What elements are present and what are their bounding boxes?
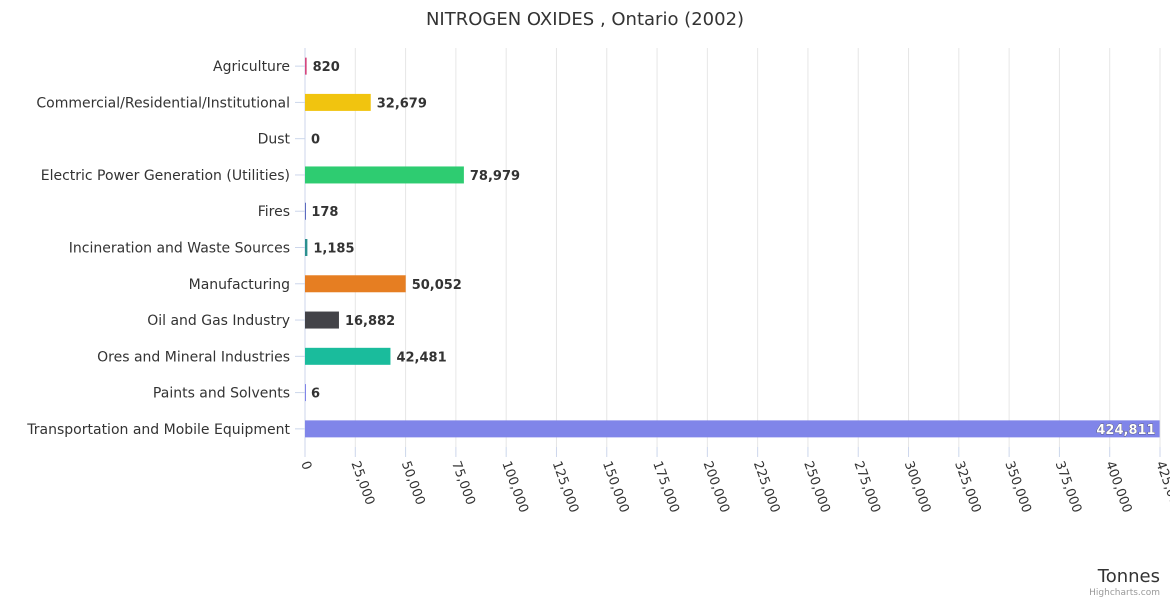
data-label: 820 [313,60,340,75]
category-label: Incineration and Waste Sources [69,241,290,257]
data-label: 6 [311,387,320,402]
bar [305,347,391,365]
data-label: 50,052 [412,278,462,293]
x-tick-label: 400,000 [1102,459,1134,515]
data-label: 178 [311,205,338,220]
bar [305,93,371,111]
bar [305,311,339,329]
x-tick-label: 100,000 [498,459,530,515]
x-tick-label: 375,000 [1052,459,1084,515]
x-tick-label: 275,000 [850,459,882,515]
data-label: 78,979 [470,169,520,184]
x-axis-title: Tonnes [1097,566,1160,587]
category-label: Oil and Gas Industry [147,313,290,329]
data-label: 0 [311,133,320,148]
category-label: Commercial/Residential/Institutional [36,95,290,111]
category-label: Manufacturing [189,277,290,293]
x-tick-label: 125,000 [549,459,581,515]
x-tick-label: 150,000 [599,459,631,515]
data-label: 424,811 [1096,423,1155,438]
x-tick-label: 50,000 [398,459,428,507]
category-label: Paints and Solvents [153,386,290,402]
x-tick-label: 75,000 [448,459,478,507]
data-label: 32,679 [377,96,427,111]
x-tick-label: 175,000 [649,459,681,515]
data-label: 42,481 [396,350,446,365]
bar [305,202,306,220]
credits-link[interactable]: Highcharts.com [1089,588,1160,598]
category-label: Agriculture [213,59,290,75]
x-tick-label: 325,000 [951,459,983,515]
x-tick-label: 225,000 [750,459,782,515]
bar [305,275,406,293]
chart-title: NITROGEN OXIDES , Ontario (2002) [426,9,744,30]
data-label: 1,185 [313,242,354,257]
data-label: 16,882 [345,314,395,329]
x-tick-label: 25,000 [348,459,378,507]
bar [305,239,308,256]
bar [305,420,1160,438]
category-label: Dust [258,132,291,148]
x-tick-label: 300,000 [901,459,933,515]
x-tick-label: 0 [297,459,314,472]
category-label: Fires [258,204,290,220]
bar [305,57,307,75]
x-tick-label: 200,000 [700,459,732,515]
bar [305,166,464,184]
category-label: Ores and Mineral Industries [97,349,290,365]
category-label: Electric Power Generation (Utilities) [41,168,290,184]
category-label: Transportation and Mobile Equipment [26,422,290,438]
bar [305,384,306,402]
x-tick-label: 350,000 [1001,459,1033,515]
x-tick-label: 425,000 [1152,459,1170,515]
x-tick-label: 250,000 [800,459,832,515]
